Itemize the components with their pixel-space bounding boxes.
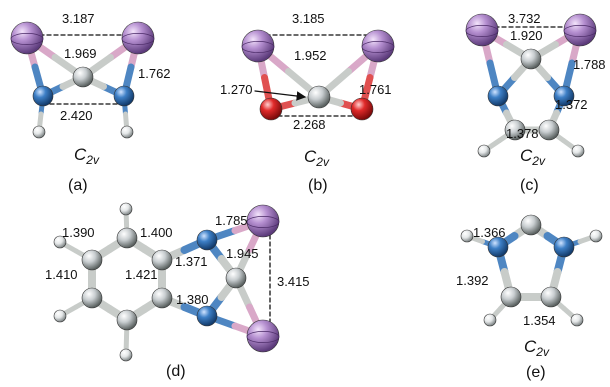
carbon-atom: [81, 287, 103, 309]
metal-atom: [246, 319, 280, 353]
label-c-metal-nitrogen: 1.788: [573, 57, 606, 72]
metal-atom-ring: [465, 25, 499, 37]
metal-atom: [241, 29, 275, 63]
label-a-n-n: 2.420: [60, 108, 93, 123]
panel-a: 3.187 1.969 1.762 2.420 C2v (a): [60, 11, 171, 194]
metal-atom: [563, 13, 597, 47]
label-b-c-o: 1.270: [220, 82, 253, 97]
nitrogen-atom: [553, 85, 575, 107]
label-b-metal-oxygen: 1.761: [359, 82, 392, 97]
label-c-n-c: 1.372: [555, 97, 588, 112]
carbon-atom: [520, 48, 542, 70]
carbon-atom: [151, 249, 173, 271]
hydrogen-atom: [32, 125, 46, 139]
label-e-c-c: 1.354: [523, 313, 556, 328]
hydrogen-atom: [571, 144, 585, 158]
label-c-c-c: 1.378: [506, 126, 539, 141]
hydrogen-atom: [120, 125, 134, 139]
carbon-atom: [81, 249, 103, 271]
label-e-n-c-lower: 1.392: [456, 273, 489, 288]
label-d-1785: 1.785: [215, 213, 248, 228]
panel-c: 3.732 1.920 1.788 1.372 1.378 C2v (c): [506, 11, 606, 194]
symmetry-a: C2v: [74, 145, 100, 167]
metal-atom-ring: [246, 216, 280, 228]
label-a-metal-nitrogen: 1.762: [138, 66, 171, 81]
carbon-atom: [504, 119, 526, 141]
arrow-b: [254, 90, 307, 101]
label-d-1400: 1.400: [140, 225, 173, 240]
hydrogen-atom: [570, 313, 584, 327]
carbon-atom: [307, 85, 331, 109]
caption-b: (b): [308, 177, 328, 194]
oxygen-atom: [259, 97, 283, 121]
label-a-metal-carbon: 1.969: [64, 46, 97, 61]
nitrogen-atom: [32, 85, 54, 107]
hydrogen-atom: [589, 229, 603, 243]
caption-d: (d): [166, 363, 186, 380]
label-d-3415: 3.415: [277, 274, 310, 289]
panel-b: 3.185 1.952 1.270 1.761 2.268 C2v (b): [220, 11, 392, 194]
label-e-n-c: 1.366: [473, 225, 506, 240]
metal-atom: [361, 29, 395, 63]
carbon-atom: [540, 286, 562, 308]
metal-atom-ring: [241, 41, 275, 53]
metal-atom-ring: [361, 41, 395, 53]
nitrogen-atom: [196, 305, 218, 327]
metal-atom-ring: [10, 33, 44, 45]
carbon-atom: [225, 267, 247, 289]
label-d-1410: 1.410: [45, 267, 78, 282]
metal-atom-ring: [563, 25, 597, 37]
atoms: [10, 13, 603, 362]
carbon-atom: [116, 309, 138, 331]
symmetry-c: C2v: [520, 146, 546, 168]
carbon-atom: [500, 286, 522, 308]
hydrogen-atom: [53, 309, 67, 323]
label-c-metal-carbon: 1.920: [510, 28, 543, 43]
caption-c: (c): [520, 177, 539, 194]
oxygen-atom: [350, 97, 374, 121]
label-c-metal-metal: 3.732: [508, 11, 541, 26]
metal-atom-ring: [121, 33, 155, 45]
panel-e: 1.366 1.392 1.354 C2v (e): [456, 225, 556, 381]
nitrogen-atom: [487, 236, 509, 258]
hydrogen-atom: [119, 202, 133, 216]
metal-atom: [246, 204, 280, 238]
label-d-1371: 1.371: [175, 254, 208, 269]
label-b-metal-metal: 3.185: [292, 11, 325, 26]
hydrogen-atom: [483, 313, 497, 327]
carbon-atom: [116, 227, 138, 249]
metal-atom: [465, 13, 499, 47]
nitrogen-atom: [113, 85, 135, 107]
label-d-1945: 1.945: [226, 246, 259, 261]
caption-a: (a): [68, 177, 88, 194]
metal-atom-ring: [246, 331, 280, 343]
nitrogen-atom: [553, 236, 575, 258]
hydrogen-atom: [460, 229, 474, 243]
nitrogen-atom: [487, 85, 509, 107]
carbon-atom: [151, 287, 173, 309]
hydrogen-atom: [477, 144, 491, 158]
label-d-1421: 1.421: [125, 267, 158, 282]
hydrogen-atom: [119, 348, 133, 362]
symmetry-e: C2v: [524, 337, 550, 359]
label-d-1390: 1.390: [62, 225, 95, 240]
carbon-atom: [538, 119, 560, 141]
label-a-metal-metal: 3.187: [62, 11, 95, 26]
metal-atom: [121, 21, 155, 55]
symmetry-b: C2v: [304, 147, 330, 169]
carbon-atom: [520, 214, 542, 236]
label-b-metal-carbon: 1.952: [294, 48, 327, 63]
label-d-1380: 1.380: [176, 292, 209, 307]
metal-atom: [10, 21, 44, 55]
panel-d: 1.390 1.400 1.785 1.410 1.421 1.371 1.94…: [45, 213, 310, 380]
hydrogen-atom: [53, 235, 67, 249]
carbon-atom: [72, 66, 94, 88]
label-b-o-o: 2.268: [293, 117, 326, 132]
nitrogen-atom: [196, 229, 218, 251]
caption-e: (e): [526, 364, 546, 381]
